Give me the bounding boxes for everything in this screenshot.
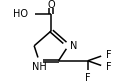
Text: F: F — [106, 50, 112, 60]
Text: NH: NH — [32, 61, 46, 71]
Text: O: O — [47, 0, 55, 10]
Text: HO: HO — [13, 9, 28, 19]
Text: F: F — [106, 62, 112, 72]
Text: F: F — [85, 74, 91, 83]
Text: N: N — [70, 41, 77, 51]
